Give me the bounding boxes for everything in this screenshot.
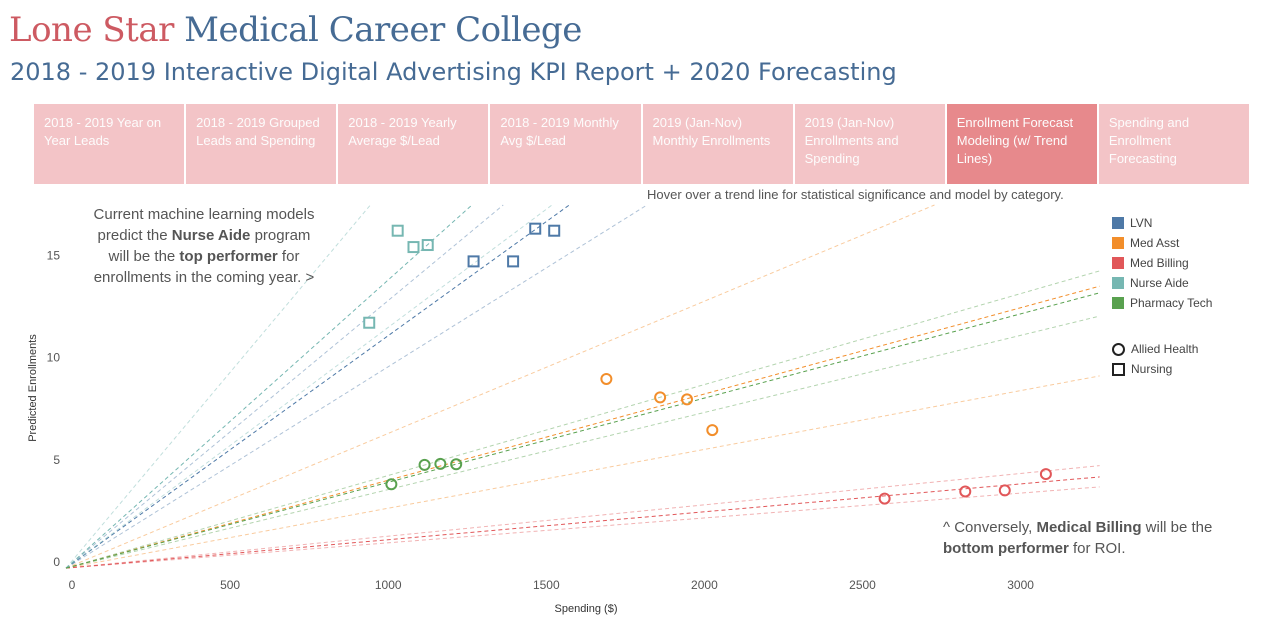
- page-subtitle: 2018 - 2019 Interactive Digital Advertis…: [10, 58, 897, 86]
- circle-shape-icon: [1112, 342, 1125, 356]
- legend-swatch: [1112, 257, 1124, 269]
- trend-line-med-asst-lower: [65, 375, 1100, 569]
- data-points: [363, 222, 1052, 505]
- annotation-top-performer: Current machine learning models predict …: [93, 206, 315, 286]
- x-axis-title: Spending ($): [555, 603, 618, 615]
- point-med-billing: [878, 492, 891, 505]
- legend-swatch: [1112, 237, 1124, 249]
- point-lvn: [529, 222, 542, 235]
- tab-year-on-year-leads[interactable]: 2018 - 2019 Year on Year Leads: [34, 104, 185, 184]
- legend-item-nursing[interactable]: Nursing: [1112, 359, 1212, 379]
- title-part-2: Medical Career College: [184, 10, 582, 50]
- point-med-asst: [706, 424, 719, 437]
- point-med-asst: [681, 393, 694, 406]
- point-med-asst: [654, 391, 667, 404]
- y-axis-title: Predicted Enrollments: [27, 334, 39, 442]
- point-nurse-aide: [391, 224, 404, 237]
- tab-spending-enrollment-forecasting[interactable]: Spending and Enrollment Forecasting: [1098, 104, 1249, 184]
- annotation-top-label: top performer: [179, 248, 278, 265]
- tab-grouped-leads-spending[interactable]: 2018 - 2019 Grouped Leads and Spending: [186, 104, 337, 184]
- hover-instruction: Hover over a trend line for statistical …: [647, 187, 1064, 202]
- chart-legend: LVN Med Asst Med Billing Nurse Aide Phar…: [1112, 213, 1212, 379]
- legend-item-nurse-aide[interactable]: Nurse Aide: [1112, 273, 1212, 293]
- trend-line-pharmacy-tech-upper: [65, 270, 1100, 569]
- point-nurse-aide: [421, 239, 434, 252]
- x-tick-label: 500: [220, 578, 240, 592]
- tab-monthly-enrollments[interactable]: 2019 (Jan-Nov) Monthly Enrollments: [642, 104, 793, 184]
- legend-swatch: [1112, 297, 1124, 309]
- point-pharmacy-tech: [434, 457, 447, 470]
- tab-yearly-average-cost-per-lead[interactable]: 2018 - 2019 Yearly Average $/Lead: [338, 104, 489, 184]
- page-title: Lone Star Medical Career College: [9, 8, 582, 52]
- x-tick-label: 2500: [849, 578, 876, 592]
- trend-lines: [65, 204, 1100, 569]
- title-part-1: Lone Star: [9, 10, 174, 50]
- square-shape-icon: [1112, 362, 1125, 376]
- y-tick-label: 5: [53, 453, 60, 467]
- point-med-asst: [600, 372, 613, 385]
- x-tick-label: 1000: [375, 578, 402, 592]
- tab-monthly-average-cost-per-lead[interactable]: 2018 - 2019 Monthly Avg $/Lead: [490, 104, 641, 184]
- trend-line-med-billing-center: [65, 476, 1100, 569]
- trend-line-lvn-upper: [65, 204, 504, 569]
- dashboard-tabs: 2018 - 2019 Year on Year Leads 2018 - 20…: [34, 104, 1249, 184]
- annotation-program-name: Nurse Aide: [171, 227, 251, 244]
- x-tick-label: 2000: [691, 578, 718, 592]
- trend-line-med-asst-upper: [65, 204, 935, 569]
- trend-line-med-asst-center: [65, 285, 1100, 569]
- point-nurse-aide: [407, 241, 420, 254]
- point-lvn: [467, 255, 480, 268]
- legend-item-med-asst[interactable]: Med Asst: [1112, 233, 1212, 253]
- point-nurse-aide: [363, 316, 376, 329]
- x-tick-label: 0: [69, 578, 76, 592]
- point-med-billing: [959, 485, 972, 498]
- axes: 0 500 1000 1500 2000 2500 3000 0 5 10 15 Spending (…: [27, 248, 1034, 615]
- trend-line-med-billing-upper: [65, 465, 1100, 569]
- trend-line-nurse-aide-upper: [65, 204, 371, 569]
- point-pharmacy-tech: [450, 458, 463, 471]
- point-lvn: [507, 255, 520, 268]
- trend-line-lvn-lower: [65, 204, 648, 569]
- point-pharmacy-tech: [385, 478, 398, 491]
- y-tick-label: 15: [47, 248, 61, 262]
- tab-enrollment-forecast-modeling[interactable]: Enrollment Forecast Modeling (w/ Trend L…: [946, 104, 1097, 184]
- point-pharmacy-tech: [418, 458, 431, 471]
- trend-line-med-billing-lower: [65, 486, 1100, 569]
- y-tick-label: 0: [53, 555, 60, 569]
- legend-swatch: [1112, 217, 1124, 229]
- annotation-bottom-label: bottom performer: [943, 540, 1069, 557]
- point-med-billing: [998, 484, 1011, 497]
- x-tick-label: 3000: [1007, 578, 1034, 592]
- trend-line-lvn-center: [65, 204, 570, 569]
- annotation-bottom-performer: ^ Conversely, Medical Billing will be th…: [943, 519, 1213, 557]
- legend-item-allied-health[interactable]: Allied Health: [1112, 339, 1212, 359]
- legend-swatch: [1112, 277, 1124, 289]
- annotation-program-name: Medical Billing: [1036, 519, 1142, 536]
- trend-line-pharmacy-tech-lower: [65, 315, 1100, 569]
- point-med-billing: [1039, 468, 1052, 481]
- point-lvn: [548, 224, 561, 237]
- trend-line-pharmacy-tech-center: [65, 292, 1100, 569]
- tab-enrollments-and-spending[interactable]: 2019 (Jan-Nov) Enrollments and Spending: [794, 104, 945, 184]
- legend-item-med-billing[interactable]: Med Billing: [1112, 253, 1212, 273]
- y-tick-label: 10: [47, 351, 61, 365]
- legend-item-pharmacy-tech[interactable]: Pharmacy Tech: [1112, 293, 1212, 313]
- legend-item-lvn[interactable]: LVN: [1112, 213, 1212, 233]
- x-tick-label: 1500: [533, 578, 560, 592]
